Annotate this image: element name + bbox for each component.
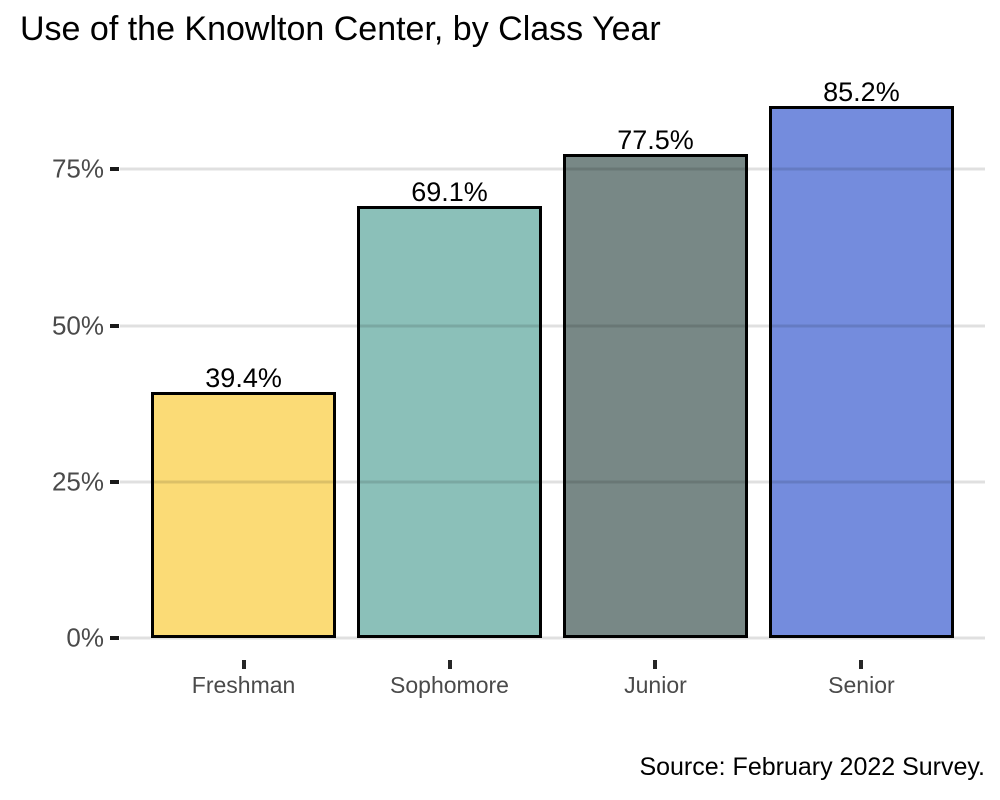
x-axis-tick [653,660,658,669]
y-axis-tick [110,167,119,172]
y-axis-tick [110,636,119,640]
y-axis-tick [110,323,119,328]
x-axis-label-freshman: Freshman [191,672,296,698]
y-axis-label: 50% [51,310,104,340]
bar-value-label: 39.4% [205,362,282,393]
gridline-75% [120,167,985,171]
x-axis-tick [241,660,246,669]
x-axis-label-sophomore: Sophomore [390,672,509,698]
gridline-25% [120,480,985,484]
y-axis-label: 0% [66,622,104,653]
x-axis-label-junior: Junior [624,672,687,698]
x-axis-tick [447,660,452,669]
bar-sophomore [356,206,543,638]
bar-value-label: 77.5% [617,124,694,155]
gridline-50% [120,324,985,327]
bar-value-label: 85.2% [823,76,900,107]
source-note: Source: February 2022 Survey. [639,753,985,781]
x-axis-label-senior: Senior [828,672,895,698]
y-axis-label: 75% [51,153,104,184]
gridline-0% [120,636,985,640]
x-axis-tick [859,660,864,669]
bar-freshman [150,391,337,638]
bar-junior [562,153,749,638]
y-axis-tick [110,479,119,484]
plot-panel: 0% 25% 50% 75% 39.4% 69.1% 77.5% 85.2% [52,70,985,653]
bar-senior [768,105,955,638]
bar-value-label: 69.1% [411,177,488,208]
x-axis: Freshman Sophomore Junior Senior [120,638,985,718]
y-axis-label: 25% [51,466,104,497]
chart-title: Use of the Knowlton Center, by Class Yea… [20,10,661,48]
